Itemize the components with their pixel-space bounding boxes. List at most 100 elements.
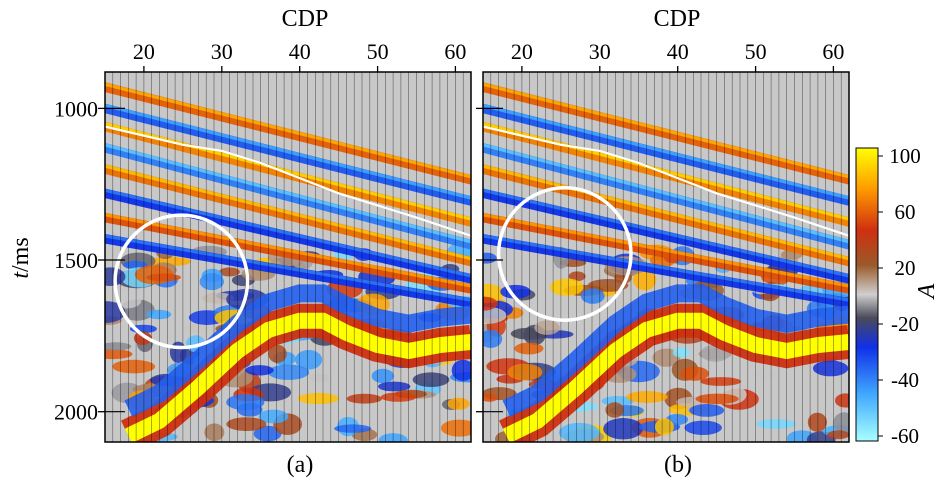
y-tick-label: 2000: [54, 400, 98, 425]
reflector-band: [483, 192, 849, 284]
colorbar-tick-label: 20: [895, 256, 916, 280]
texture-blob: [514, 342, 544, 355]
texture-blob: [695, 393, 739, 405]
texture-blob: [146, 309, 172, 320]
texture-blob: [378, 381, 411, 392]
texture-blob: [752, 369, 777, 380]
colorbar-tick-label: -40: [891, 368, 919, 392]
texture-blob: [835, 393, 849, 408]
texture-blob: [105, 342, 132, 351]
texture-blob: [483, 306, 507, 324]
texture-blob: [184, 324, 210, 333]
texture-blob: [268, 344, 287, 363]
reflector-band: [105, 125, 471, 227]
texture-blob: [451, 359, 471, 381]
texture-blob: [112, 359, 156, 374]
texture-blob: [105, 349, 133, 360]
horizon-core: [502, 312, 849, 442]
texture-blob: [807, 412, 828, 432]
panel-b: [482, 71, 850, 443]
panel-b-caption: (b): [664, 452, 692, 478]
panel-a-caption: (a): [287, 452, 314, 478]
panel-a: [104, 71, 472, 443]
texture-blob: [146, 273, 182, 282]
panel-a-seismic-field: [105, 72, 471, 442]
texture-blob: [380, 392, 417, 402]
horizon-blue: [502, 284, 849, 417]
reflector-band: [105, 107, 471, 206]
x-tick-label: 50: [745, 39, 767, 64]
texture-blob: [812, 360, 849, 377]
reflector-band: [483, 125, 849, 227]
x-tick-label: 50: [367, 39, 389, 64]
y-axis-label: t/ms: [8, 237, 34, 278]
texture-blob: [447, 397, 470, 410]
colorbar-tick-label: -60: [891, 424, 919, 448]
texture-blob: [827, 430, 849, 440]
texture-blob: [580, 288, 605, 304]
reflector-band: [483, 237, 849, 308]
colorbar-tick-label: 100: [889, 144, 921, 168]
texture-blob: [626, 391, 668, 403]
horizon-blue: [124, 284, 471, 417]
x-tick-label: 30: [211, 39, 233, 64]
horizon-core: [124, 312, 471, 442]
texture-blob: [133, 331, 152, 346]
texture-blob: [684, 420, 722, 435]
texture-blob: [483, 252, 497, 264]
texture-blob: [680, 366, 709, 381]
x-tick-label: 60: [444, 39, 466, 64]
texture-blob: [123, 260, 148, 270]
x-tick-label: 30: [589, 39, 611, 64]
texture-blob: [310, 373, 329, 382]
texture-blob: [334, 424, 372, 433]
texture-blob: [483, 296, 498, 311]
reflector-band: [483, 146, 849, 250]
texture-blob: [346, 393, 382, 404]
reflector-band: [105, 146, 471, 250]
texture-blob: [258, 409, 289, 424]
x-tick-label: 40: [667, 39, 689, 64]
reflector-band: [105, 237, 471, 308]
texture-blob: [412, 372, 450, 388]
texture-blob: [672, 347, 690, 358]
reflector-band: [105, 192, 471, 284]
texture-blob: [371, 368, 394, 384]
x-tick-label: 40: [289, 39, 311, 64]
texture-blob: [297, 392, 339, 405]
reflector-band: [105, 167, 471, 267]
texture-blob: [507, 363, 543, 381]
texture-blob: [558, 422, 600, 442]
reflector-band: [483, 86, 849, 185]
texture-blob: [700, 377, 742, 386]
texture-blob: [654, 418, 674, 436]
reflector-band: [483, 216, 849, 294]
axis-ticks: 20 30 40 50 60 20 30 40 50 60 1000 1500 2000: [54, 39, 844, 425]
x-tick-label: 20: [133, 39, 155, 64]
texture-blob: [267, 364, 310, 380]
white-horizon-line: [483, 125, 849, 237]
anomaly-circle: [496, 186, 633, 322]
texture-blob: [534, 320, 560, 335]
colorbar-tick-label: -20: [891, 312, 919, 336]
texture-blob: [549, 278, 584, 296]
texture-blob: [226, 417, 267, 431]
white-horizon-line: [105, 125, 471, 237]
colorbar: 100 60 20 -20 -40 -60 A: [855, 144, 940, 448]
panel-b-xlabel: CDP: [654, 6, 701, 32]
panel-a-xlabel: CDP: [282, 6, 329, 32]
texture-blob: [245, 365, 274, 376]
y-tick-label: 1500: [54, 248, 98, 273]
reflector-band: [105, 216, 471, 294]
texture-blob: [568, 271, 586, 282]
texture-blob: [199, 273, 224, 291]
texture-blob: [202, 292, 235, 304]
reflector-band: [105, 86, 471, 185]
x-tick-label: 60: [822, 39, 844, 64]
colorbar-tick-label: 60: [895, 200, 916, 224]
anomaly-circle: [113, 213, 250, 350]
texture-blob: [605, 402, 624, 418]
panel-b-seismic-field: [483, 72, 849, 442]
reflector-band: [483, 107, 849, 206]
